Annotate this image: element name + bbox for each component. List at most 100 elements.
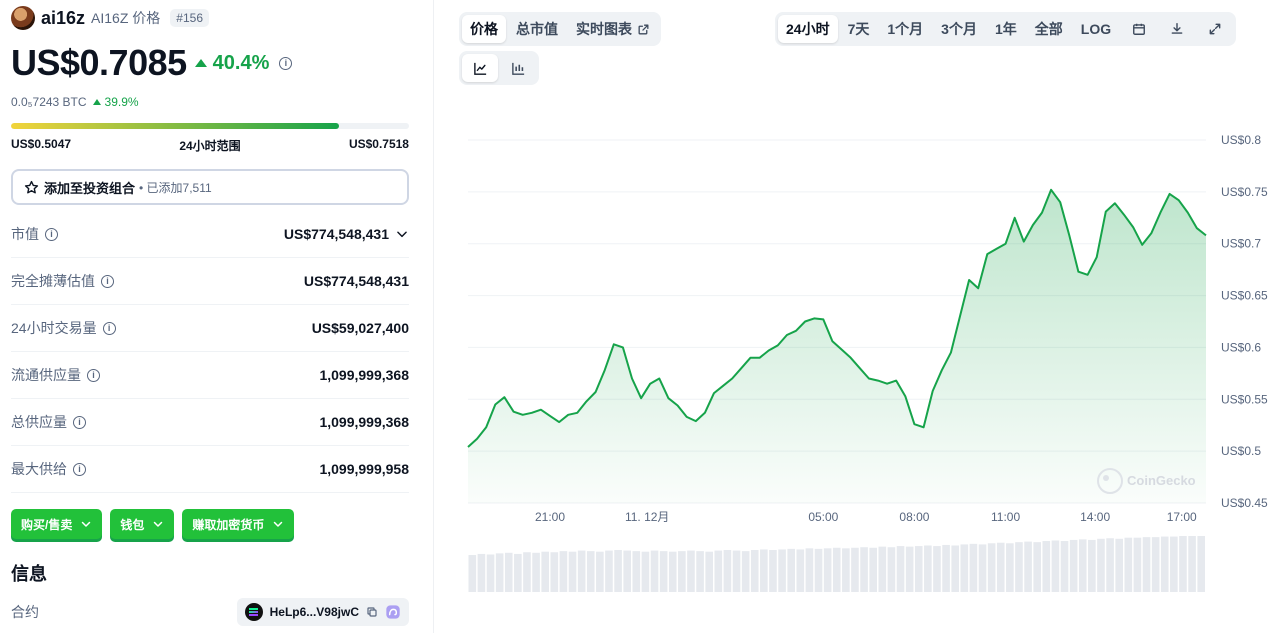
candlestick-chart-button[interactable]	[500, 54, 536, 82]
earn-crypto-button[interactable]: 赚取加密货币	[182, 509, 295, 539]
coingecko-logo-icon	[1097, 468, 1123, 494]
info-icon[interactable]: i	[73, 415, 86, 429]
star-icon	[24, 180, 39, 193]
info-icon[interactable]: i	[73, 462, 86, 476]
volume-bar	[1042, 541, 1051, 592]
portfolio-added-count: • 已添加7,511	[139, 180, 212, 195]
tab-1m[interactable]: 1个月	[887, 21, 924, 37]
coin-header: ai16z AI16Z 价格 #156	[11, 6, 209, 30]
stat-value: US$59,027,400	[311, 320, 409, 336]
tab-24h[interactable]: 24小时	[778, 15, 838, 43]
volume-bar	[1015, 542, 1023, 592]
expand-icon	[1209, 23, 1221, 35]
x-tick-label: 11. 12月	[625, 510, 669, 524]
volume-bar	[596, 551, 604, 592]
add-to-portfolio-button[interactable]: 添加至投资组合 • 已添加7,511	[11, 169, 409, 205]
tab-live-chart[interactable]: 实时图表	[568, 15, 658, 43]
stat-row-max-supply: 最大供给 i 1,099,999,958	[11, 446, 409, 493]
volume-bar	[769, 550, 777, 592]
volume-bar	[714, 550, 723, 592]
volume-bar	[705, 551, 713, 592]
volume-bar	[805, 548, 814, 592]
volume-bar	[987, 543, 996, 592]
volume-bar	[532, 552, 540, 592]
range-labels: US$0.5047 24小时范围 US$0.7518	[11, 137, 409, 154]
volume-bar	[1106, 538, 1114, 592]
volume-bar	[896, 546, 905, 592]
chart-style-tabs	[459, 51, 539, 85]
volume-bar	[477, 553, 486, 592]
range-label: 24小时范围	[179, 139, 241, 153]
volume-bar	[1115, 538, 1123, 592]
calendar-button[interactable]	[1121, 15, 1157, 43]
volume-bar	[1024, 541, 1032, 592]
volume-bar	[678, 551, 686, 592]
buy-sell-button[interactable]: 购买/售卖	[11, 509, 103, 539]
tab-market-cap[interactable]: 总市值	[516, 21, 558, 37]
contract-chip[interactable]: HeLp6...V98jwC	[236, 598, 409, 626]
coin-symbol-label: AI16Z 价格	[91, 10, 161, 26]
stat-label: 最大供给	[11, 461, 67, 477]
volume-bars	[468, 536, 1205, 592]
price-area	[467, 188, 1207, 504]
price-change: 40.4%	[194, 51, 270, 75]
y-tick-label: US$0.65	[1221, 289, 1268, 303]
download-button[interactable]	[1159, 15, 1195, 43]
chevron-down-icon	[82, 521, 91, 527]
volume-bar	[641, 551, 650, 592]
volume-bar	[1151, 537, 1160, 592]
info-icon[interactable]: i	[279, 56, 293, 70]
up-triangle-icon	[92, 99, 101, 105]
volume-bar	[1160, 536, 1169, 592]
stats-list: 市值 i US$774,548,431 完全摊薄估值 i US$774,548,43…	[11, 211, 409, 493]
info-icon[interactable]: i	[102, 321, 116, 335]
volume-bar	[860, 547, 868, 592]
volume-bar	[869, 547, 877, 592]
line-chart-button[interactable]	[462, 54, 498, 82]
portfolio-label: 添加至投资组合	[44, 180, 136, 196]
stat-row-market-cap[interactable]: 市值 i US$774,548,431	[11, 211, 409, 258]
tab-log[interactable]: LOG	[1080, 21, 1112, 37]
fullscreen-button[interactable]	[1197, 15, 1233, 43]
volume-bar	[1088, 539, 1096, 592]
stat-row-fdv: 完全摊薄估值 i US$774,548,431	[11, 258, 409, 305]
tab-price[interactable]: 价格	[462, 15, 506, 43]
contract-row: 合约 HeLp6...V98jwC	[11, 598, 409, 626]
info-icon[interactable]: i	[87, 368, 100, 382]
info-icon[interactable]: i	[101, 274, 114, 288]
price-chart[interactable]: US$0.8 US$0.75 US$0.7 US$0.65 US$0.6 US$0.55 U…	[435, 90, 1288, 633]
copy-icon[interactable]	[366, 606, 378, 618]
volume-bar	[523, 552, 531, 592]
y-tick-label: US$0.7	[1221, 237, 1261, 251]
tab-1y[interactable]: 1年	[994, 21, 1017, 37]
tab-live-chart-label: 实时图表	[576, 21, 632, 37]
volume-bar	[1078, 539, 1087, 592]
volume-bar	[778, 549, 786, 592]
volume-bar	[951, 545, 959, 592]
stat-row-total-supply: 总供应量 i 1,099,999,368	[11, 399, 409, 446]
coingecko-logo-eye	[1103, 475, 1109, 481]
tab-all[interactable]: 全部	[1034, 21, 1063, 37]
volume-bar	[960, 544, 969, 592]
x-tick-label: 11:00	[991, 510, 1020, 524]
wallet-button[interactable]: 钱包	[110, 509, 175, 539]
x-tick-label: 08:00	[899, 510, 929, 524]
tab-7d[interactable]: 7天	[847, 21, 870, 37]
volume-bar	[650, 550, 659, 592]
price-change-value: 40.4%	[212, 51, 270, 74]
tab-3m[interactable]: 3个月	[941, 21, 977, 37]
info-icon[interactable]: i	[45, 227, 58, 241]
volume-bar	[605, 550, 613, 592]
volume-bar	[732, 550, 741, 592]
volume-bar	[559, 551, 568, 592]
volume-bar	[623, 550, 631, 592]
y-tick-label: US$0.8	[1221, 133, 1261, 147]
volume-bar	[851, 547, 859, 592]
price-row: US$0.7085 40.4% i	[11, 42, 293, 84]
y-tick-label: US$0.75	[1221, 185, 1268, 199]
chevron-down-icon[interactable]	[395, 227, 409, 241]
volume-bar	[924, 545, 932, 592]
chevron-down-icon	[274, 521, 283, 527]
phantom-wallet-icon[interactable]	[385, 604, 401, 620]
y-tick-label: US$0.55	[1221, 392, 1268, 406]
